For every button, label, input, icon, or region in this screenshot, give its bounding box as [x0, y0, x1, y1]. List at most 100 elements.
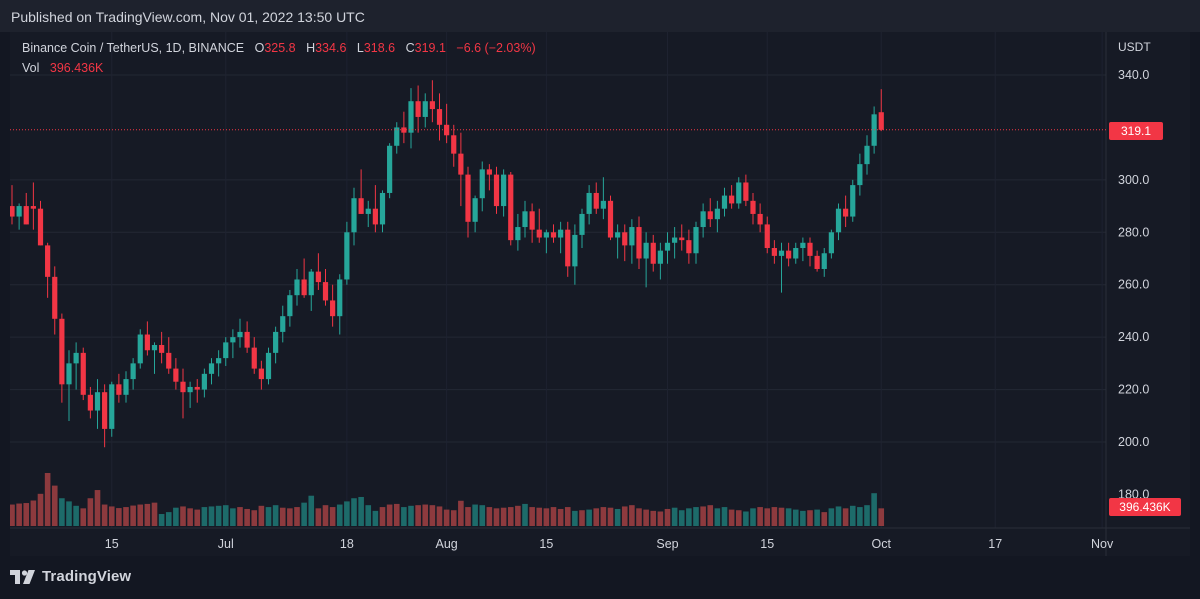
candle-body — [94, 392, 101, 411]
open-label: O — [254, 41, 265, 55]
volume-bar — [550, 507, 557, 526]
candle-body — [536, 229, 542, 238]
volume-bar — [621, 506, 628, 526]
candle-body — [636, 227, 642, 259]
volume-bar — [821, 512, 828, 526]
candle-body — [593, 192, 599, 209]
price-tick-label: 280.0 — [1118, 225, 1149, 239]
candle-body — [144, 334, 150, 351]
candle-body — [379, 192, 386, 225]
volume-bar — [222, 505, 229, 526]
volume-bar — [308, 495, 315, 526]
candle-body — [436, 109, 443, 125]
candle-body — [793, 248, 799, 259]
candle-body — [778, 250, 785, 256]
symbol-name[interactable]: Binance Coin / TetherUS, 1D, BINANCE — [22, 41, 245, 55]
chart-pane[interactable]: 340.0 300.0 280.0 260.0 240.0 220.0 200.0 180.0… — [10, 32, 1190, 556]
candle-body — [208, 363, 215, 374]
volume-bar — [771, 507, 778, 526]
candle-body — [102, 392, 108, 429]
candle-body — [465, 174, 471, 222]
candle-body — [565, 229, 571, 267]
volume-bar — [693, 507, 699, 526]
candle-body — [123, 379, 129, 395]
candle-body — [543, 232, 549, 238]
volume-bar — [486, 507, 493, 526]
candle-body — [52, 276, 58, 319]
change-value: −6.6 (−2.03%) — [456, 41, 536, 55]
time-tick-label: Jul — [218, 537, 234, 551]
volume-bars — [10, 473, 885, 526]
volume-bar — [386, 504, 393, 526]
candle-body — [237, 331, 243, 338]
volume-bar — [301, 502, 307, 526]
candle-body — [137, 334, 143, 364]
volume-bar — [358, 496, 364, 526]
volume-bar — [16, 503, 22, 526]
volume-bar — [500, 507, 507, 526]
candle-body — [216, 358, 222, 364]
candle-body — [151, 345, 158, 351]
high-label: H — [306, 41, 316, 55]
volume-bar — [678, 510, 685, 526]
candle-body — [821, 253, 827, 269]
currency-label[interactable]: USDT — [1118, 40, 1151, 54]
candle-body — [45, 245, 51, 277]
volume-bar — [80, 508, 87, 526]
volume-bar — [479, 505, 486, 526]
candle-body — [444, 124, 450, 136]
candlestick-chart[interactable]: 340.0 300.0 280.0 260.0 240.0 220.0 200.0 180.0… — [10, 32, 1190, 556]
candle-body — [273, 331, 279, 353]
volume-bar — [600, 507, 607, 526]
candle-body — [771, 248, 777, 256]
volume-bar — [436, 506, 443, 526]
candle-body — [515, 227, 521, 241]
time-axis[interactable]: 15 Jul 18 Aug 15 Sep 15 Oct 17 Nov — [105, 537, 1114, 551]
volume-bar — [279, 507, 286, 526]
candle-body — [729, 195, 735, 204]
candle-body — [180, 381, 186, 393]
candle-body — [878, 112, 884, 130]
volume-bar — [814, 509, 820, 526]
candle-body — [508, 174, 514, 241]
candle-body — [408, 101, 414, 133]
candle-body — [757, 213, 763, 225]
volume-bar — [173, 507, 179, 526]
candle-body — [30, 206, 36, 209]
candle-body — [764, 224, 770, 249]
volume-bar — [785, 508, 792, 526]
volume-bar — [151, 502, 158, 526]
price-axis[interactable]: 340.0 300.0 280.0 260.0 240.0 220.0 200.0 180.0 — [1118, 68, 1149, 501]
candle-body — [857, 164, 863, 186]
volume-bar — [522, 503, 528, 526]
candle-body — [550, 232, 557, 238]
volume-bar — [137, 504, 144, 526]
volume-bar — [607, 507, 614, 526]
volume-bar — [201, 507, 208, 526]
volume-bar — [215, 505, 222, 526]
high-value: 334.6 — [315, 41, 347, 55]
close-value: 319.1 — [414, 41, 446, 55]
volume-bar — [258, 505, 265, 526]
volume-bar — [743, 511, 749, 526]
volume-bar — [878, 508, 885, 526]
volume-bar — [194, 509, 201, 526]
time-tick-label: Nov — [1091, 537, 1114, 551]
candle-body — [622, 232, 628, 246]
candle-body — [750, 200, 756, 214]
volume-bar — [116, 508, 122, 526]
candle-body — [280, 316, 286, 332]
volume-bar — [507, 507, 514, 526]
tradingview-logo[interactable]: TradingView — [10, 568, 131, 585]
volume-bar — [130, 505, 136, 526]
volume-bar — [251, 510, 258, 526]
volume-bar — [721, 507, 728, 526]
volume-label[interactable]: Vol — [22, 61, 40, 75]
candle-body — [807, 242, 813, 256]
candle-body — [201, 373, 207, 390]
volume-bar — [714, 508, 721, 526]
volume-bar — [835, 506, 842, 526]
last-price-tag: 319.1 — [1109, 122, 1163, 140]
candle-body — [501, 174, 507, 207]
volume-bar — [379, 507, 386, 526]
